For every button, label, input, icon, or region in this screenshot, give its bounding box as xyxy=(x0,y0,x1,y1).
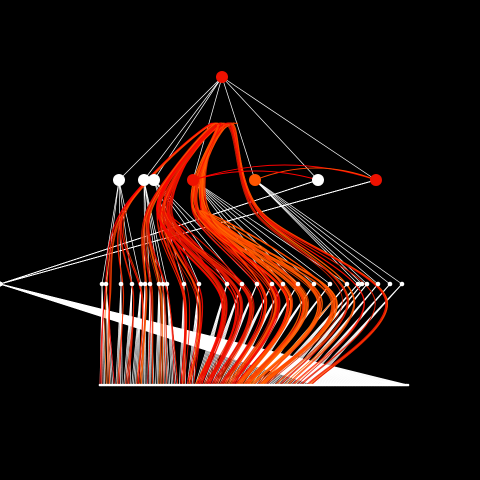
subgroup-node xyxy=(130,282,135,287)
subgroup-node xyxy=(119,282,124,287)
subgroup-node xyxy=(197,282,202,287)
subgroup-node xyxy=(400,282,405,287)
subgroup-node xyxy=(312,282,317,287)
subgroup-node xyxy=(240,282,245,287)
subgroup-node xyxy=(281,282,286,287)
subgroup-node xyxy=(139,282,144,287)
subgroup-node xyxy=(365,282,370,287)
subgroup-node xyxy=(376,282,381,287)
leaf-node xyxy=(407,384,410,387)
group-node xyxy=(370,174,382,186)
subgroup-node xyxy=(328,282,333,287)
subgroup-node xyxy=(157,282,162,287)
group-node xyxy=(249,174,261,186)
group-node xyxy=(312,174,324,186)
subgroup-node xyxy=(255,282,260,287)
root-node xyxy=(216,71,228,83)
group-node xyxy=(148,174,160,186)
subgroup-node xyxy=(165,282,170,287)
group-node xyxy=(187,174,199,186)
subgroup-node xyxy=(182,282,187,287)
subgroup-node xyxy=(100,282,105,287)
subgroup-node xyxy=(345,282,350,287)
subgroup-node xyxy=(104,282,109,287)
subgroup-node xyxy=(388,282,393,287)
subgroup-node xyxy=(161,282,166,287)
subgroup-node xyxy=(296,282,301,287)
subgroup-node xyxy=(148,282,153,287)
subgroup-node xyxy=(360,282,365,287)
subgroup-node xyxy=(143,282,148,287)
group-node xyxy=(113,174,125,186)
subgroup-node xyxy=(356,282,361,287)
subgroup-node xyxy=(270,282,275,287)
subgroup-node xyxy=(225,282,230,287)
